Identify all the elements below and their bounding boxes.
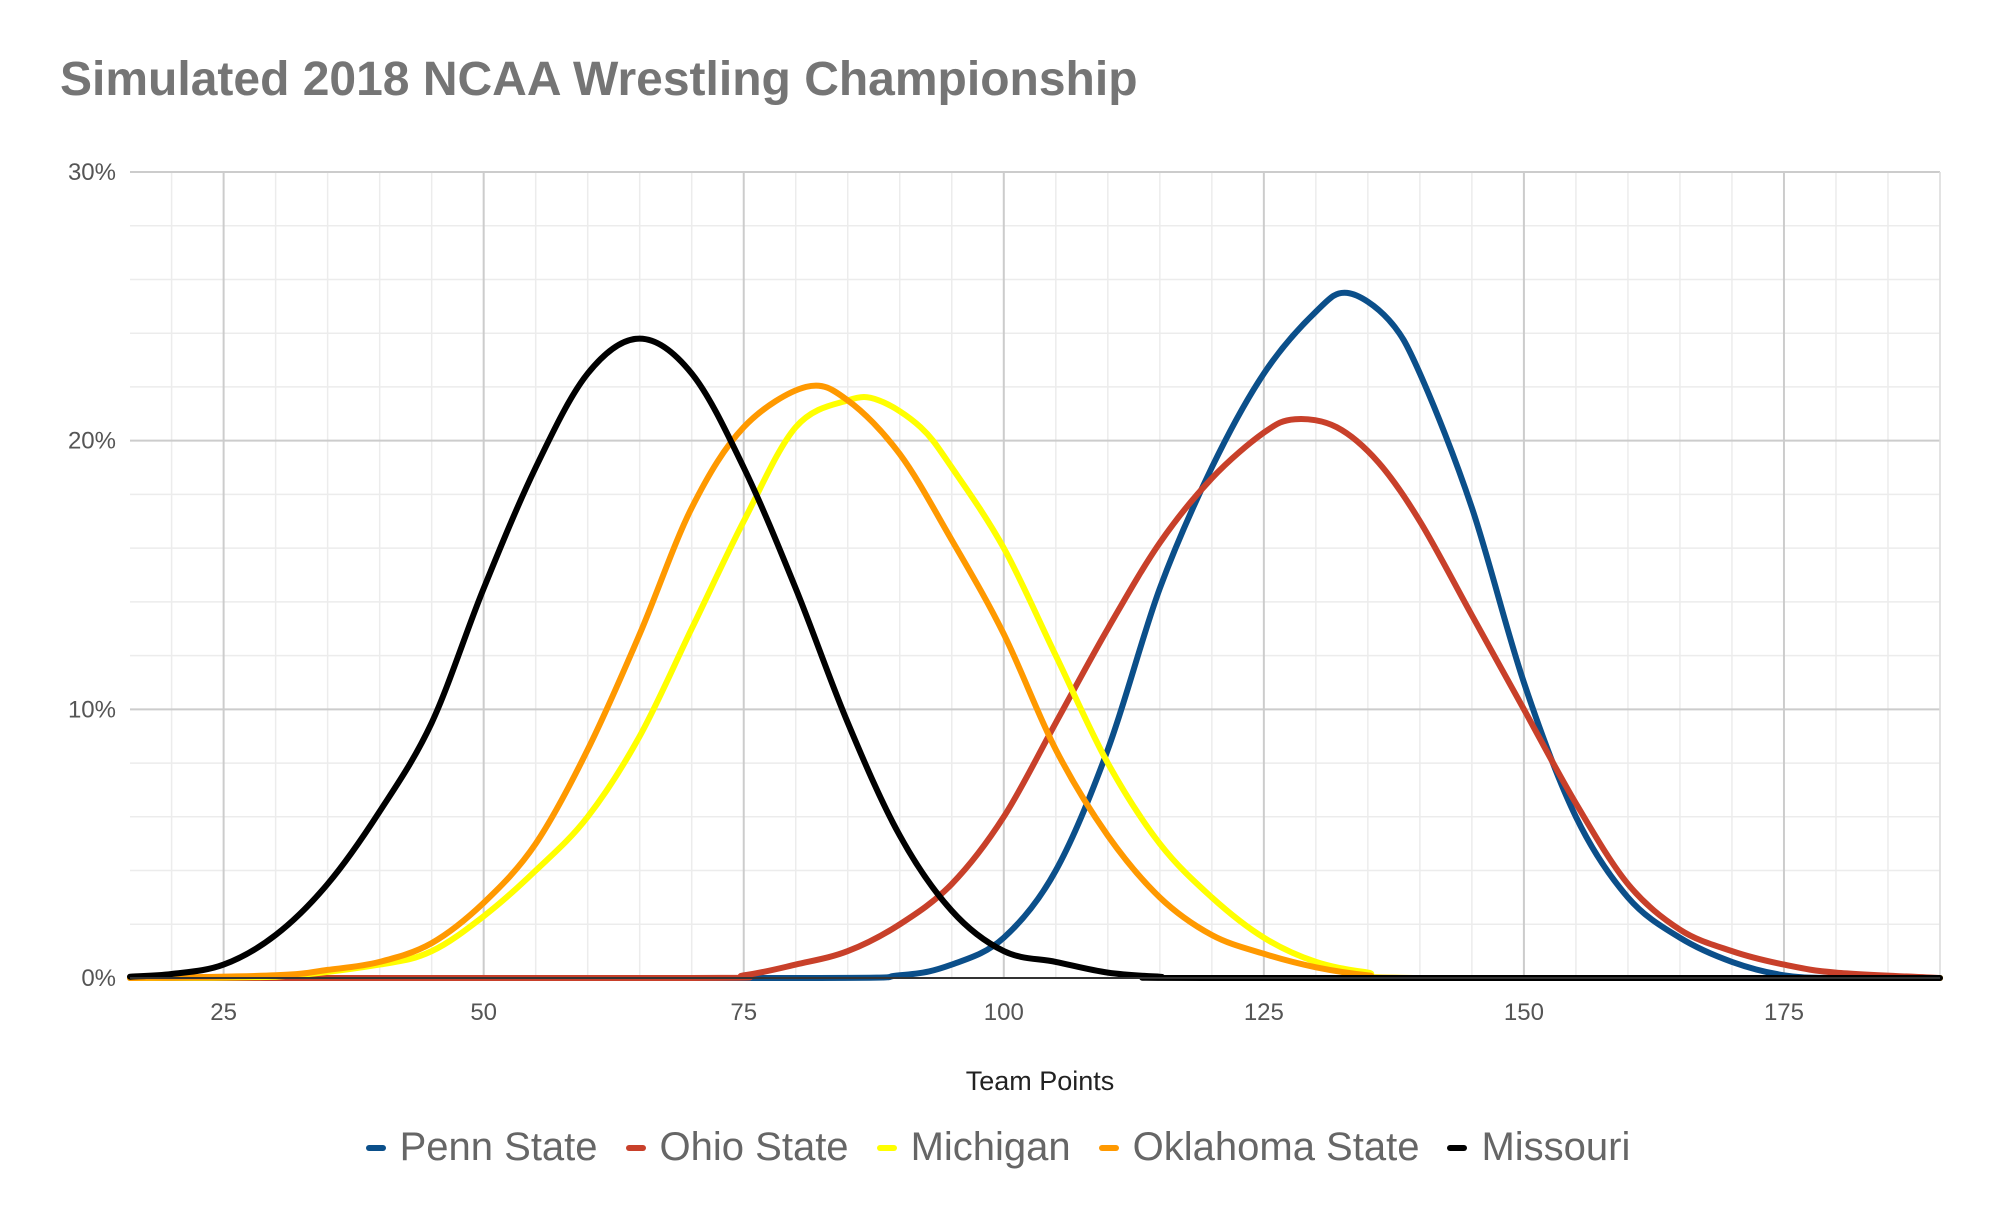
legend-swatch	[625, 1144, 646, 1151]
x-tick-label: 100	[984, 999, 1024, 1026]
legend-item-ohio-state: Ohio State	[625, 1125, 849, 1170]
x-tick-label: 175	[1764, 999, 1804, 1026]
series-line-michigan	[127, 394, 1943, 982]
legend-swatch	[876, 1144, 897, 1151]
x-axis-title: Team Points	[966, 1066, 1115, 1096]
legend-label: Michigan	[910, 1125, 1071, 1169]
y-tick-label: 10%	[68, 696, 116, 723]
legend-item-missouri: Missouri	[1447, 1125, 1630, 1170]
y-axis-ticks: 0% 10% 20% 30%	[68, 159, 116, 992]
x-tick-label: 125	[1244, 999, 1284, 1026]
series-line-penn-state	[127, 289, 1943, 982]
legend-label: Penn State	[399, 1125, 598, 1169]
series-line-ohio-state	[127, 415, 1943, 982]
major-gridlines	[130, 171, 1941, 978]
series-lines	[127, 289, 1943, 982]
legend-item-oklahoma-state: Oklahoma State	[1098, 1125, 1420, 1170]
legend-swatch	[1098, 1144, 1119, 1151]
legend: Penn State Ohio State Michigan Oklahoma Sta…	[0, 1125, 1996, 1170]
legend-item-michigan: Michigan	[876, 1125, 1071, 1170]
series-line-oklahoma-state	[127, 382, 1943, 982]
legend-item-penn-state: Penn State	[365, 1125, 598, 1170]
x-tick-label: 50	[470, 999, 497, 1026]
y-tick-label: 30%	[68, 159, 116, 186]
legend-label: Oklahoma State	[1132, 1125, 1420, 1169]
chart-title: Simulated 2018 NCAA Wrestling Championsh…	[60, 53, 1138, 106]
legend-label: Ohio State	[659, 1125, 849, 1169]
x-axis-ticks: 25 50 75 100 125 150 175	[210, 999, 1804, 1026]
series-line-missouri	[127, 335, 1943, 982]
x-tick-label: 75	[730, 999, 757, 1026]
legend-label: Missouri	[1481, 1125, 1631, 1169]
legend-swatch	[1447, 1144, 1468, 1151]
x-tick-label: 150	[1504, 999, 1544, 1026]
y-tick-label: 20%	[68, 428, 116, 455]
y-tick-label: 0%	[81, 965, 116, 992]
minor-gridlines	[130, 172, 1941, 978]
x-tick-label: 25	[210, 999, 237, 1026]
legend-swatch	[365, 1144, 386, 1151]
